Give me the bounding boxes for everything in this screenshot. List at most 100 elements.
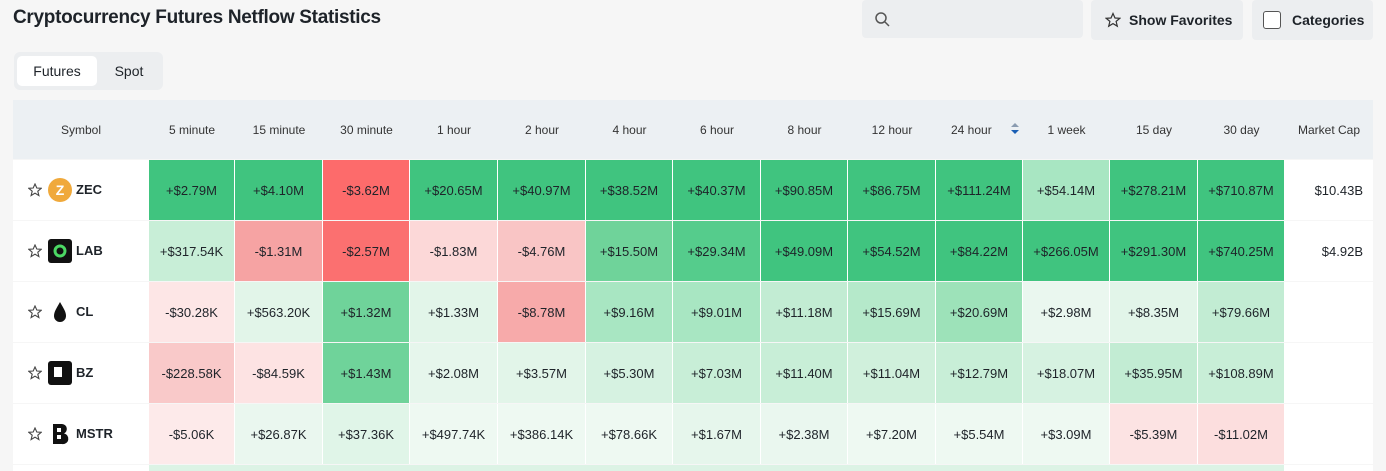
netflow-cell: -$2.57M <box>323 221 409 281</box>
column-header[interactable]: 30 day <box>1223 122 1260 137</box>
netflow-cell: +$7.20M <box>848 404 935 464</box>
netflow-cell: +$12.79M <box>936 343 1022 403</box>
favorite-star[interactable] <box>28 183 42 197</box>
checkbox[interactable] <box>1263 11 1281 29</box>
netflow-cell: -$1.31M <box>235 221 322 281</box>
column-header[interactable]: 15 minute <box>252 122 306 137</box>
column-header[interactable]: 15 day <box>1135 122 1173 137</box>
column-header[interactable]: 1 hour <box>436 122 472 137</box>
netflow-cell: +$15.50M <box>586 221 672 281</box>
column-header[interactable]: 4 hour <box>612 122 647 137</box>
netflow-cell: +$1.32M <box>323 282 409 342</box>
netflow-cell: +$79.66M <box>1198 282 1284 342</box>
column-header[interactable]: 1 week <box>1047 122 1086 137</box>
netflow-cell: +$29.34M <box>673 221 760 281</box>
netflow-cell: +$84.22M <box>936 221 1022 281</box>
favorite-star[interactable] <box>28 244 42 258</box>
netflow-cell: +$710.87M <box>1198 160 1284 220</box>
netflow-cell: -$30.28K <box>149 282 234 342</box>
netflow-cell: +$35.95M <box>1110 343 1197 403</box>
symbol-name: CL <box>76 304 94 319</box>
favorite-star[interactable] <box>28 366 42 380</box>
coin-icon: Z <box>48 178 72 202</box>
coin-icon <box>53 424 69 445</box>
netflow-cell: +$20.69M <box>936 282 1022 342</box>
column-header[interactable]: Market Cap <box>1297 122 1361 137</box>
netflow-cell: +$7.03M <box>673 343 760 403</box>
symbol-cell: BZ <box>13 343 149 403</box>
symbol-cell: LAB <box>13 221 149 281</box>
column-header[interactable]: 30 minute <box>340 122 393 137</box>
netflow-cell: -$5.39M <box>1110 404 1197 464</box>
netflow-cell: +$8.35M <box>1110 282 1197 342</box>
symbol-name: LAB <box>76 243 103 258</box>
tab-futures[interactable]: Futures <box>17 56 97 86</box>
netflow-cell: +$266.05M <box>1023 221 1109 281</box>
coin-icon <box>48 239 72 263</box>
netflow-cell: +$9.16M <box>586 282 672 342</box>
column-header[interactable]: 2 hour <box>524 122 560 137</box>
netflow-cell: +$2.38M <box>761 404 847 464</box>
netflow-cell: +$108.89M <box>1198 343 1284 403</box>
column-header[interactable]: 6 hour <box>699 122 735 137</box>
symbol-name: MSTR <box>76 426 113 441</box>
netflow-cell: +$5.30M <box>586 343 672 403</box>
column-header[interactable]: 24 hour <box>936 100 1023 159</box>
column-header[interactable]: 5 minute <box>168 122 216 137</box>
netflow-cell: +$54.14M <box>1023 160 1109 220</box>
netflow-cell: +$111.24M <box>936 160 1022 220</box>
button-label: Show Favorites <box>1129 12 1233 28</box>
svg-text:Z: Z <box>56 182 65 198</box>
netflow-cell: +$1.33M <box>410 282 497 342</box>
netflow-cell: +$563.20K <box>235 282 322 342</box>
netflow-cell: +$3.09M <box>1023 404 1109 464</box>
netflow-cell: +$1.43M <box>323 343 409 403</box>
netflow-cell: +$278.21M <box>1110 160 1197 220</box>
netflow-cell: +$740.25M <box>1198 221 1284 281</box>
favorite-star[interactable] <box>28 427 42 441</box>
netflow-cell: +$49.09M <box>761 221 847 281</box>
netflow-cell: +$497.74K <box>410 404 497 464</box>
netflow-cell: +$386.14K <box>498 404 585 464</box>
netflow-cell: +$9.01M <box>673 282 760 342</box>
column-header[interactable]: 12 hour <box>871 122 913 137</box>
symbol-cell: Z ZEC <box>13 160 149 220</box>
categories-button[interactable]: Categories <box>1252 0 1373 40</box>
netflow-cell: +$37.36K <box>323 404 409 464</box>
netflow-cell: -$11.02M <box>1198 404 1284 464</box>
netflow-cell: +$40.37M <box>673 160 760 220</box>
column-header[interactable]: 8 hour <box>787 122 822 137</box>
netflow-cell: +$1.67M <box>673 404 760 464</box>
netflow-cell: +$15.69M <box>848 282 935 342</box>
market-cap-cell: $10.43B <box>1314 182 1363 198</box>
netflow-cell: +$3.57M <box>498 343 585 403</box>
tab-bar: Futures Spot <box>14 52 163 90</box>
symbol-cell: MSTR <box>13 404 149 464</box>
sort-icon[interactable] <box>1010 122 1020 136</box>
show-favorites-button[interactable]: Show Favorites <box>1091 0 1243 40</box>
netflow-cell: +$38.52M <box>586 160 672 220</box>
netflow-cell: -$8.78M <box>498 282 585 342</box>
column-header: Symbol <box>60 122 101 137</box>
netflow-cell: +$90.85M <box>761 160 847 220</box>
page-title: Cryptocurrency Futures Netflow Statistic… <box>13 7 381 28</box>
search-box[interactable] <box>862 0 1083 38</box>
netflow-cell: -$3.62M <box>323 160 409 220</box>
market-cap-cell: $4.92B <box>1321 243 1363 259</box>
netflow-cell: +$2.79M <box>149 160 234 220</box>
favorite-star[interactable] <box>28 305 42 319</box>
coin-icon <box>54 302 66 322</box>
netflow-cell: +$11.04M <box>848 343 935 403</box>
search-icon <box>875 12 890 27</box>
netflow-cell: +$20.65M <box>410 160 497 220</box>
netflow-cell: -$84.59K <box>235 343 322 403</box>
symbol-cell: CL <box>13 282 149 342</box>
table-header-bg <box>13 100 1373 159</box>
netflow-cell: +$40.97M <box>498 160 585 220</box>
netflow-cell: +$26.87K <box>235 404 322 464</box>
netflow-cell: +$18.07M <box>1023 343 1109 403</box>
netflow-cell: +$54.52M <box>848 221 935 281</box>
tab-spot[interactable]: Spot <box>114 63 144 79</box>
